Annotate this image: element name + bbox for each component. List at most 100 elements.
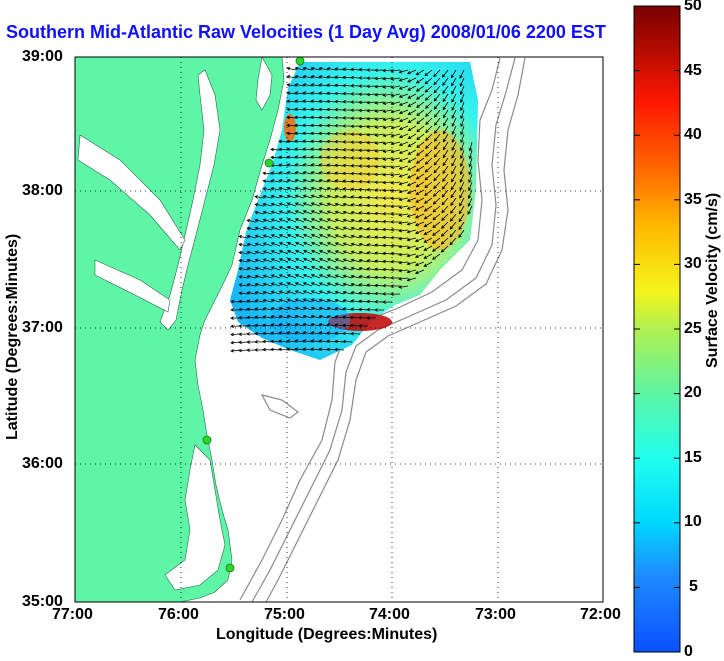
velocity-arrow	[432, 205, 441, 213]
velocity-arrow	[286, 75, 297, 79]
velocity-arrow	[342, 124, 353, 128]
velocity-arrow	[326, 155, 337, 160]
velocity-arrow	[294, 115, 305, 120]
velocity-arrow	[278, 282, 289, 287]
velocity-arrow	[294, 210, 305, 215]
velocity-arrow	[286, 194, 297, 199]
velocity-arrow	[286, 107, 297, 112]
velocity-arrow	[350, 291, 361, 295]
velocity-arrow	[382, 243, 393, 248]
velocity-arrow	[459, 197, 465, 207]
velocity-arrow	[460, 109, 465, 120]
velocity-arrow	[334, 266, 345, 271]
velocity-arrow	[358, 274, 369, 279]
velocity-arrow	[390, 276, 401, 280]
velocity-arrow	[432, 213, 441, 221]
velocity-arrow	[238, 275, 249, 279]
colorbar-tick-label: 40	[684, 126, 702, 143]
velocity-arrow	[433, 141, 441, 150]
velocity-arrow	[254, 315, 265, 320]
velocity-arrow	[398, 244, 409, 249]
velocity-arrow	[415, 213, 425, 219]
velocity-arrow	[342, 258, 353, 263]
velocity-arrow	[460, 149, 465, 160]
velocity-arrow	[390, 165, 401, 169]
velocity-arrow	[270, 347, 281, 352]
velocity-arrow	[310, 339, 321, 343]
velocity-arrow	[414, 237, 425, 243]
velocity-arrow	[350, 148, 361, 152]
velocity-arrow	[302, 298, 313, 303]
velocity-arrow	[286, 155, 297, 159]
velocity-arrow	[342, 210, 353, 215]
velocity-arrow	[342, 179, 353, 183]
velocity-arrow	[382, 76, 393, 81]
velocity-arrow	[230, 308, 241, 312]
velocity-arrow	[278, 178, 289, 183]
velocity-arrow	[425, 133, 433, 142]
velocity-arrow	[302, 91, 313, 95]
velocity-arrow	[374, 68, 385, 73]
velocity-arrow	[382, 235, 393, 240]
radar-station	[264, 158, 274, 168]
velocity-arrow	[254, 282, 265, 287]
velocity-arrow	[450, 181, 457, 191]
velocity-arrow	[294, 282, 305, 287]
velocity-arrow	[390, 69, 401, 73]
velocity-vectors	[230, 66, 473, 353]
velocity-arrow	[390, 284, 401, 288]
velocity-arrow	[350, 315, 361, 320]
velocity-arrow	[302, 194, 313, 199]
velocity-arrow	[366, 125, 377, 129]
velocity-arrow	[278, 290, 289, 295]
velocity-arrow	[468, 165, 473, 176]
velocity-arrow	[334, 339, 345, 344]
velocity-arrow	[459, 93, 465, 104]
velocity-arrow	[451, 125, 457, 135]
velocity-arrow	[238, 316, 249, 320]
velocity-arrow	[230, 348, 241, 353]
velocity-arrow	[294, 322, 305, 327]
velocity-arrow	[294, 131, 305, 136]
velocity-arrow	[334, 298, 345, 303]
velocity-arrow	[246, 315, 257, 320]
velocity-arrow	[270, 186, 281, 191]
velocity-arrow	[398, 221, 409, 225]
velocity-arrow	[366, 227, 377, 231]
velocity-arrow	[334, 210, 345, 215]
velocity-arrow	[318, 99, 329, 104]
velocity-arrow	[302, 107, 313, 112]
velocity-arrow	[310, 298, 321, 303]
velocity-arrow	[318, 75, 329, 79]
velocity-arrow	[302, 233, 313, 239]
velocity-arrow	[262, 187, 273, 191]
velocity-arrow	[310, 210, 321, 215]
velocity-arrow	[286, 347, 297, 351]
velocity-arrow	[246, 323, 257, 328]
velocity-arrow	[286, 218, 297, 223]
velocity-arrow	[406, 229, 417, 234]
velocity-arrow	[302, 347, 313, 351]
velocity-arrow	[350, 100, 361, 104]
velocity-arrow	[246, 218, 257, 223]
velocity-arrow	[416, 133, 425, 141]
velocity-arrow	[310, 282, 321, 287]
velocity-arrow	[390, 117, 401, 122]
velocity-arrow	[302, 339, 313, 343]
velocity-arrow	[278, 241, 289, 247]
velocity-arrow	[382, 149, 393, 153]
velocity-arrow	[286, 282, 297, 287]
velocity-arrow	[278, 226, 289, 231]
velocity-arrow	[318, 83, 329, 87]
velocity-arrow	[302, 218, 313, 223]
velocity-arrow	[415, 69, 425, 76]
velocity-arrow	[442, 85, 449, 95]
velocity-arrow	[432, 237, 441, 244]
velocity-arrow	[424, 149, 433, 157]
velocity-arrow	[350, 226, 361, 231]
velocity-arrow	[406, 269, 417, 274]
velocity-arrow	[350, 156, 361, 160]
velocity-arrow	[424, 85, 433, 93]
velocity-arrow	[442, 133, 449, 143]
velocity-arrow	[366, 251, 377, 255]
